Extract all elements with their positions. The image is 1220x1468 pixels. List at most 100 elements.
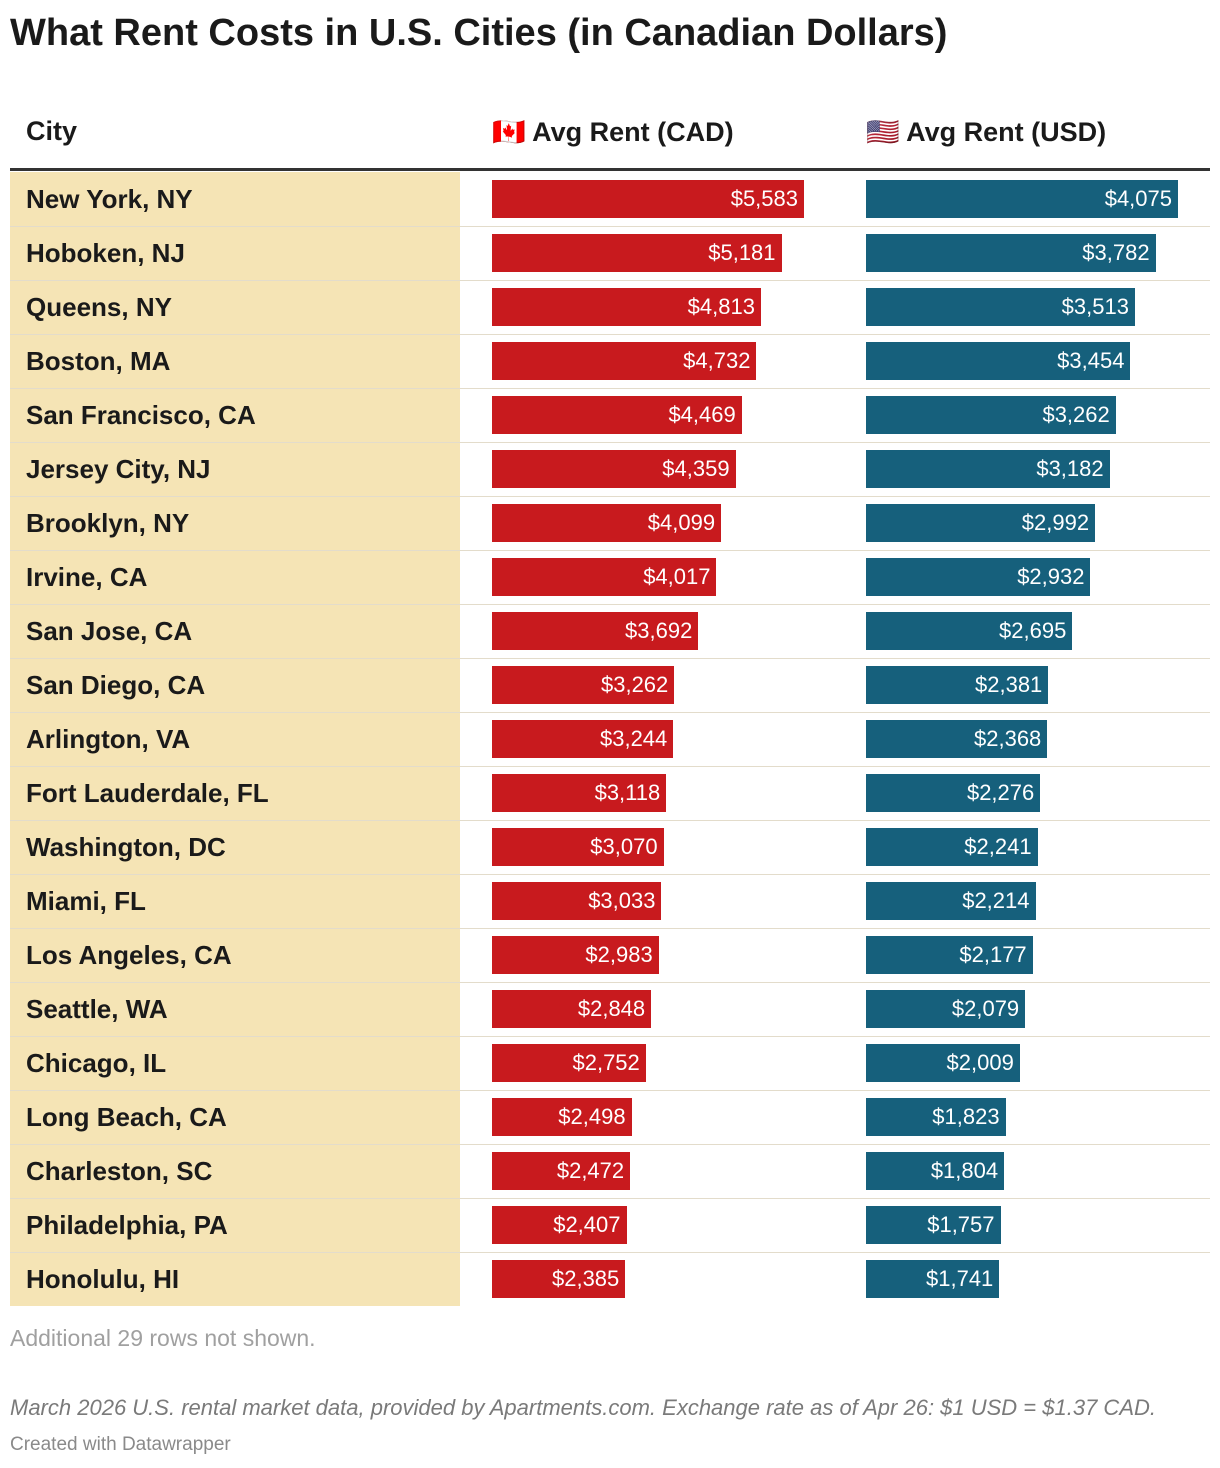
- value-label: $1,823: [932, 1104, 1000, 1129]
- value-label: $3,244: [599, 726, 668, 751]
- bar: $4,017: [492, 558, 717, 596]
- value-label: $4,359: [662, 456, 730, 481]
- bar: $3,182: [866, 450, 1110, 488]
- city-name: Queens, NY: [26, 292, 172, 322]
- value-label: $3,182: [1036, 456, 1104, 481]
- value-label: $4,813: [687, 294, 755, 319]
- value-label: $2,752: [572, 1050, 640, 1075]
- value-label: $2,848: [577, 996, 646, 1021]
- row-separator: [10, 658, 1210, 659]
- bar: $2,498: [492, 1098, 632, 1136]
- bar: $2,214: [866, 882, 1036, 920]
- bar: $3,262: [866, 396, 1116, 434]
- bar: $2,009: [866, 1044, 1020, 1082]
- value-label: $4,099: [647, 510, 716, 535]
- city-name: Arlington, VA: [26, 724, 191, 754]
- value-label: $1,741: [926, 1266, 994, 1291]
- bar: $1,741: [866, 1260, 1000, 1298]
- bar: $1,757: [866, 1206, 1001, 1244]
- row-separator: [10, 1144, 1210, 1145]
- bar: $2,752: [492, 1044, 646, 1082]
- value-label: $2,385: [551, 1266, 620, 1291]
- city-name: San Francisco, CA: [26, 400, 256, 430]
- value-label: $3,262: [600, 672, 669, 697]
- city-name: Philadelphia, PA: [26, 1210, 228, 1240]
- value-label: $2,983: [585, 942, 653, 967]
- city-column-background: [10, 172, 460, 1306]
- value-label: $2,381: [975, 672, 1043, 697]
- city-name: Honolulu, HI: [26, 1264, 180, 1294]
- row-separator: [10, 820, 1210, 821]
- city-name: Los Angeles, CA: [26, 940, 232, 970]
- value-label: $3,262: [1042, 402, 1110, 427]
- bar: $2,276: [866, 774, 1041, 812]
- value-label: $4,732: [683, 348, 751, 373]
- bar: $4,075: [866, 180, 1178, 218]
- city-name: Boston, MA: [26, 346, 171, 376]
- value-label: $3,070: [590, 834, 658, 859]
- bar: $4,469: [492, 396, 742, 434]
- value-label: $3,692: [625, 618, 693, 643]
- value-label: $2,214: [962, 888, 1030, 913]
- bar: $3,454: [866, 342, 1131, 380]
- value-label: $3,118: [594, 780, 661, 805]
- row-separator: [10, 1252, 1210, 1253]
- value-label: $2,498: [558, 1104, 626, 1129]
- value-label: $2,241: [964, 834, 1032, 859]
- city-name: San Jose, CA: [26, 616, 193, 646]
- row-separator: [10, 928, 1210, 929]
- value-label: $2,472: [556, 1158, 625, 1183]
- bar: $2,848: [492, 990, 652, 1028]
- row-separator: [10, 874, 1210, 875]
- bar: $2,695: [866, 612, 1073, 650]
- city-name: Charleston, SC: [26, 1156, 213, 1186]
- bar: $3,033: [492, 882, 662, 920]
- city-name: Long Beach, CA: [26, 1102, 227, 1132]
- bar: $5,583: [492, 180, 804, 218]
- bar: $3,118: [492, 774, 667, 812]
- row-separator: [10, 334, 1210, 335]
- bar: $3,070: [492, 828, 664, 866]
- row-separator: [10, 1090, 1210, 1091]
- bar: $3,244: [492, 720, 674, 758]
- bar: $1,823: [866, 1098, 1006, 1136]
- value-label: $4,017: [643, 564, 711, 589]
- column-header: City: [26, 116, 78, 146]
- bar: $2,385: [492, 1260, 626, 1298]
- value-label: $2,009: [946, 1050, 1014, 1075]
- bar: $2,932: [866, 558, 1091, 596]
- city-name: New York, NY: [26, 184, 193, 214]
- value-label: $2,079: [951, 996, 1020, 1021]
- bar: $3,262: [492, 666, 675, 704]
- city-name: Brooklyn, NY: [26, 508, 190, 538]
- bar: $4,813: [492, 288, 761, 326]
- value-label: $3,782: [1082, 240, 1150, 265]
- row-separator: [10, 550, 1210, 551]
- bar: $1,804: [866, 1152, 1005, 1190]
- source-note: March 2026 U.S. rental market data, prov…: [10, 1395, 1156, 1420]
- value-label: $1,757: [927, 1212, 995, 1237]
- city-name: Washington, DC: [26, 832, 226, 862]
- value-label: $2,932: [1017, 564, 1085, 589]
- city-name: Jersey City, NJ: [26, 454, 211, 484]
- value-label: $2,276: [966, 780, 1035, 805]
- value-label: $5,181: [708, 240, 776, 265]
- row-separator: [10, 442, 1210, 443]
- bar: $2,241: [866, 828, 1038, 866]
- bar: $3,782: [866, 234, 1156, 272]
- city-name: Seattle, WA: [26, 994, 168, 1024]
- value-label: $3,033: [588, 888, 656, 913]
- value-label: $5,583: [730, 186, 798, 211]
- city-name: Fort Lauderdale, FL: [26, 778, 269, 808]
- value-label: $4,469: [668, 402, 736, 427]
- row-separator: [10, 496, 1210, 497]
- row-separator: [10, 280, 1210, 281]
- bar: $3,513: [866, 288, 1135, 326]
- city-name: San Diego, CA: [26, 670, 206, 700]
- bar: $2,177: [866, 936, 1033, 974]
- value-label: $2,368: [974, 726, 1042, 751]
- row-separator: [10, 1198, 1210, 1199]
- value-label: $1,804: [930, 1158, 999, 1183]
- value-label: $2,407: [553, 1212, 621, 1237]
